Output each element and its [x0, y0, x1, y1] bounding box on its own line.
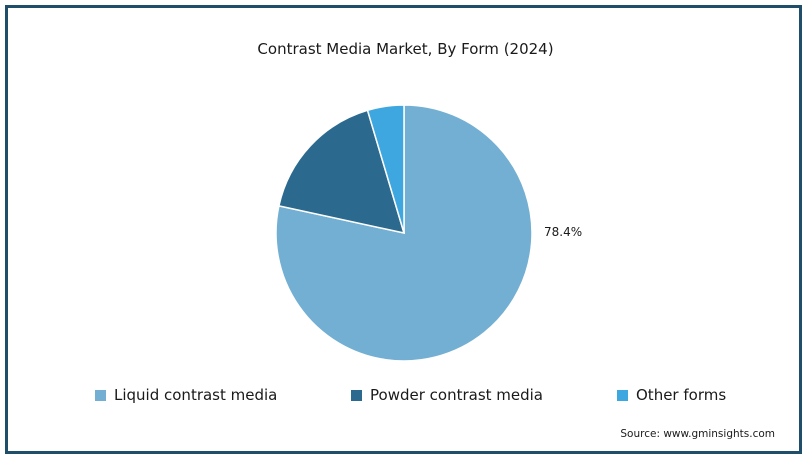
legend-swatch-powder [351, 389, 362, 401]
chart-title: Contrast Media Market, By Form (2024) [257, 40, 554, 58]
legend: Liquid contrast media Powder contrast me… [0, 386, 811, 410]
legend-swatch-other [617, 389, 628, 401]
legend-label-powder: Powder contrast media [370, 386, 543, 404]
legend-swatch-liquid [95, 389, 106, 401]
legend-label-liquid: Liquid contrast media [114, 386, 278, 404]
legend-item-other: Other forms [617, 386, 726, 404]
legend-item-powder: Powder contrast media [351, 386, 543, 404]
source-note: Source: www.gminsights.com [620, 428, 775, 440]
pie-slice-liquid-contrast-media [275, 104, 533, 362]
legend-label-other: Other forms [636, 386, 727, 404]
pie-slice-powder-contrast-media [278, 109, 406, 235]
legend-item-liquid: Liquid contrast media [95, 386, 277, 404]
pie-slice-other-forms [366, 104, 405, 234]
pie-slice-label: 78.4% [544, 225, 582, 239]
